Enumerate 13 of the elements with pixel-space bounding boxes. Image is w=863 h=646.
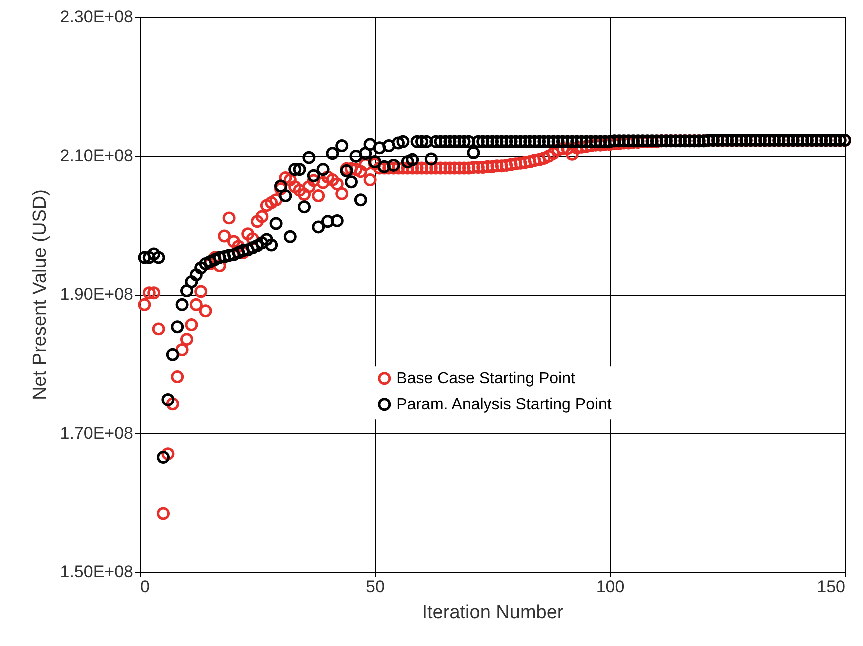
x-tick-label: 0 xyxy=(140,578,150,596)
y-tick-label: 1.90E+08 xyxy=(60,285,134,304)
y-tick-label: 2.30E+08 xyxy=(60,8,134,26)
x-tick-label: 100 xyxy=(596,578,625,596)
legend-label: Base Case Starting Point xyxy=(396,370,576,388)
y-tick-label: 1.70E+08 xyxy=(60,424,134,443)
legend-label: Param. Analysis Starting Point xyxy=(396,396,612,414)
x-axis-title: Iteration Number xyxy=(422,602,564,624)
x-tick-label: 50 xyxy=(366,578,385,596)
y-axis-title: Net Present Value (USD) xyxy=(30,190,52,400)
y-tick-label: 2.10E+08 xyxy=(60,146,134,166)
x-tick-label: 150 xyxy=(817,578,846,596)
y-tick-label: 1.50E+08 xyxy=(60,562,134,582)
